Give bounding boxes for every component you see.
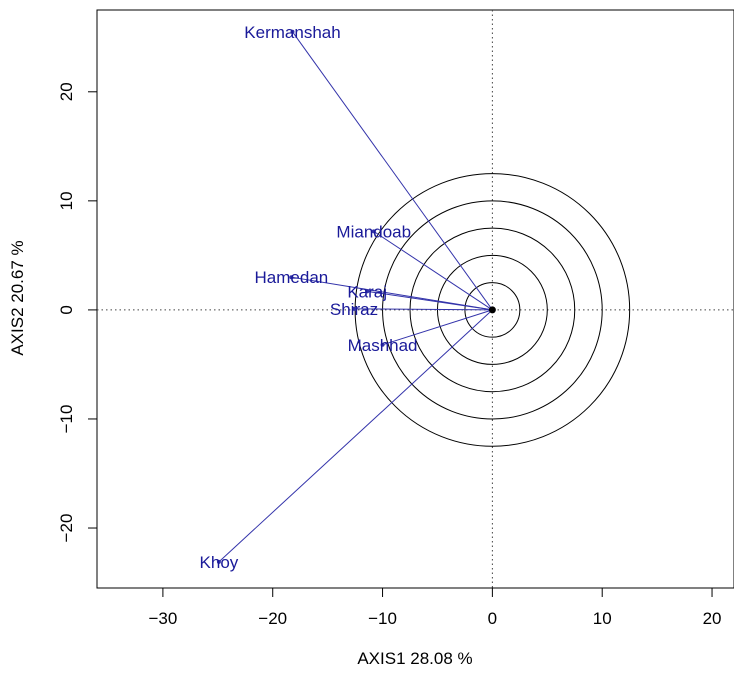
reference-lines (97, 10, 734, 588)
y-tick-label: 20 (57, 82, 76, 101)
circle-3 (409, 227, 576, 393)
vector-kermanshah (292, 31, 493, 311)
label-miandoab: Miandoab (336, 222, 411, 241)
label-mashhad: Mashhad (348, 336, 418, 355)
point-khoy (216, 559, 221, 564)
vector-miandoab (373, 230, 493, 311)
vector-karaj (367, 290, 493, 311)
point-mashhad (380, 342, 385, 347)
y-tick-label: −20 (57, 514, 76, 543)
x-tick-label: −20 (258, 609, 287, 628)
x-tick-label: 0 (488, 609, 497, 628)
point-kermanshah (290, 29, 295, 34)
circle-4 (382, 200, 603, 420)
vectors (216, 29, 496, 564)
point-miandoab (371, 229, 376, 234)
y-tick-label: 0 (57, 305, 76, 314)
x-axis-title: AXIS1 28.08 % (357, 649, 472, 668)
vector-shiraz (353, 308, 493, 311)
x-tick-label: 10 (593, 609, 612, 628)
vector-mashhad (382, 309, 493, 346)
label-khoy: Khoy (200, 553, 239, 572)
point-hamedan (289, 275, 294, 280)
y-axis-title: AXIS2 20.67 % (8, 240, 27, 355)
point-karaj (365, 289, 370, 294)
x-tick-label: 20 (703, 609, 722, 628)
label-karaj: Karaj (347, 282, 387, 301)
y-axis: −20 −10 0 10 20 (57, 82, 97, 542)
point-shiraz (351, 306, 356, 311)
origin-point (488, 306, 496, 314)
x-axis: −30 −20 −10 0 10 20 (148, 588, 721, 628)
x-tick-label: −10 (368, 609, 397, 628)
label-kermanshah: Kermanshah (244, 23, 340, 42)
y-tick-label: −10 (57, 405, 76, 434)
plot-frame (96, 9, 734, 589)
label-hamedan: Hamedan (255, 268, 329, 287)
y-tick-label: 10 (57, 191, 76, 210)
x-tick-label: −30 (148, 609, 177, 628)
label-shiraz: Shiraz (330, 300, 378, 319)
vector-khoy (218, 309, 493, 563)
